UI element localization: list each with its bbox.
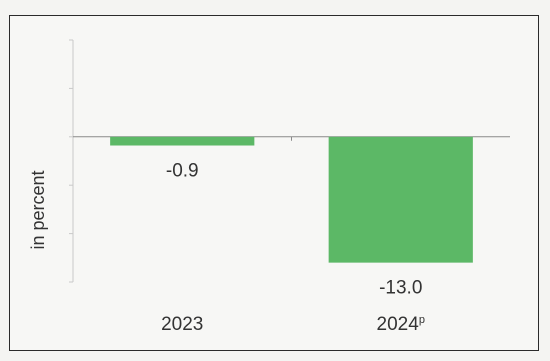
data-labels: -0.9 -13.0 (166, 161, 423, 299)
x-axis-labels: 2023 2024p (161, 314, 425, 335)
y-axis-ticks (69, 39, 292, 283)
x-label-2023: 2023 (161, 314, 203, 335)
x-label-2024: 2024p (377, 314, 425, 335)
y-axis-label: in percent (28, 170, 48, 249)
bars (110, 136, 473, 263)
x-label-superscript: p (419, 314, 425, 326)
bar-2023 (110, 136, 255, 146)
data-label-2023: -0.9 (166, 161, 199, 182)
data-label-2024: -13.0 (379, 278, 422, 299)
bar-2024 (328, 136, 473, 263)
